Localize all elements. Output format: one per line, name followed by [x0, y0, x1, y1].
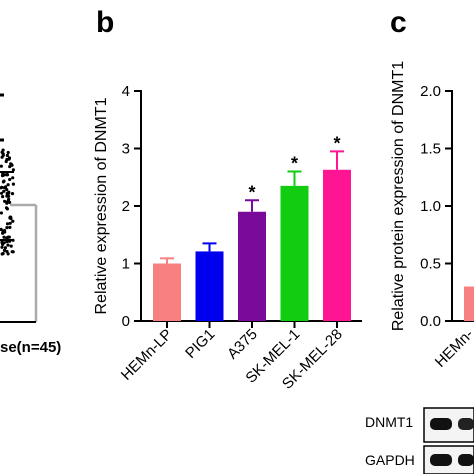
left-scatter-point	[2, 248, 7, 252]
left-scatter-point	[6, 183, 10, 187]
left-scatter-point	[8, 177, 12, 182]
chart-c-bar	[464, 286, 474, 321]
left-scatter-point	[8, 200, 12, 204]
chart-c-y-tick-label: 2.0	[420, 83, 441, 100]
left-scatter-point	[0, 185, 4, 189]
left-scatter-point	[4, 159, 8, 164]
left-scatter-point	[3, 199, 7, 203]
left-scatter-point	[5, 153, 9, 158]
chart-c-y-ticks: 0.0 0.5 1.0 1.5 2.0	[420, 83, 452, 330]
chart-b-bar	[238, 211, 266, 321]
blot-row-label-dnmt1: DNMT1	[365, 414, 413, 430]
chart-b-y-axis-label: Relative expression of DNMT1	[93, 97, 110, 314]
blot-row-label-gapdh: GAPDH	[365, 452, 415, 468]
panel-c-label: c	[390, 6, 407, 39]
chart-b-category-label: PIG1	[182, 326, 218, 362]
left-scatter-point	[0, 231, 5, 235]
left-scatter-point	[1, 148, 5, 152]
chart-b-y-tick-label: 3	[122, 141, 130, 158]
panel-b-label: b	[96, 6, 114, 39]
chart-b-y-tick-label: 2	[122, 198, 130, 215]
left-scatter-points	[0, 148, 15, 256]
left-scatter-point	[9, 244, 13, 248]
chart-b: Relative expression of DNMT1 0 1 2 3 4 * * * H…	[93, 83, 362, 393]
left-scatter-point	[6, 150, 10, 155]
blot-band-gapdh-2	[458, 454, 474, 466]
left-scatter-point	[7, 197, 11, 201]
blot-band-gapdh-1	[430, 454, 452, 466]
left-scatter-point	[11, 219, 15, 223]
western-blot: DNMT1 GAPDH	[365, 407, 474, 474]
chart-b-y-tick-label: 0	[122, 313, 130, 330]
left-scatter-point	[0, 195, 5, 199]
left-scatter-point	[2, 228, 7, 233]
chart-c-y-tick-label: 1.5	[420, 141, 441, 158]
left-scatter-point	[0, 242, 5, 246]
chart-b-category-label: HEMn-LP	[118, 326, 176, 384]
left-scatter-point	[10, 192, 15, 196]
left-scatter-point	[2, 235, 6, 239]
left-partial-panel: se(n=45)	[0, 93, 61, 356]
left-scatter-point	[11, 238, 15, 242]
left-scatter-point	[5, 188, 9, 192]
chart-b-bar	[280, 185, 309, 321]
blot-band-dnmt1-2	[458, 418, 474, 430]
chart-b-y-tick-label: 1	[122, 256, 130, 273]
chart-b-significance-marker: *	[333, 133, 340, 153]
chart-c-y-tick-label: 1.0	[420, 198, 441, 215]
left-scatter-point	[2, 173, 6, 177]
chart-b-y-ticks: 0 1 2 3 4	[122, 83, 141, 330]
chart-b-bar	[323, 169, 351, 321]
left-scatter-point	[11, 176, 15, 180]
chart-c-y-axis-label: Relative protein expression of DNMT1	[390, 61, 407, 331]
left-scatter-point	[11, 182, 15, 186]
left-scatter-point	[8, 221, 12, 225]
left-scatter-point	[0, 245, 4, 249]
left-scatter-point	[7, 157, 11, 161]
chart-b-y-tick-label: 4	[122, 83, 130, 100]
left-scatter-point	[8, 215, 12, 219]
chart-b-bar	[195, 251, 224, 321]
chart-b-bar	[153, 263, 181, 321]
left-scatter-point	[0, 227, 3, 231]
chart-c: Relative protein expression of DNMT1 0.0…	[390, 61, 474, 371]
left-scatter-point	[5, 226, 9, 230]
blot-band-dnmt1-1	[430, 418, 452, 430]
left-scatter-point	[8, 239, 12, 243]
left-scatter-point	[5, 222, 10, 226]
left-scatter-point	[10, 250, 14, 254]
left-scatter-point	[7, 235, 11, 239]
chart-c-bars	[464, 286, 474, 321]
left-scatter-point	[2, 189, 6, 193]
left-scatter-point	[6, 192, 10, 196]
chart-b-category-label: A375	[224, 326, 261, 363]
chart-b-significance-marker: *	[248, 182, 255, 202]
chart-b-significance-marker: *	[291, 154, 298, 174]
left-scatter-point	[1, 180, 5, 184]
left-group-label: se(n=45)	[0, 339, 61, 356]
chart-b-bars: * * *	[153, 133, 351, 321]
left-scatter-point	[4, 206, 9, 210]
chart-c-category-labels: HEMn-	[432, 326, 474, 371]
left-scatter-point	[11, 168, 15, 172]
left-scatter-point	[0, 211, 3, 215]
left-scatter-point	[5, 240, 9, 244]
left-scatter-point	[6, 243, 10, 247]
left-scatter-point	[3, 246, 7, 250]
left-scatter-point	[2, 186, 7, 190]
left-scatter-point	[5, 249, 9, 254]
left-scatter-point	[9, 162, 13, 166]
chart-c-y-tick-label: 0.0	[420, 313, 441, 330]
left-scatter-point	[0, 164, 3, 168]
left-scatter-point	[0, 191, 4, 195]
left-scatter-point	[0, 155, 4, 159]
left-scatter-point	[6, 252, 10, 256]
left-scatter-point	[5, 173, 9, 177]
chart-c-category-label: HEMn-	[432, 326, 474, 371]
chart-c-y-tick-label: 0.5	[420, 256, 441, 273]
left-scatter-point	[8, 225, 12, 229]
left-scatter-point	[0, 252, 4, 256]
